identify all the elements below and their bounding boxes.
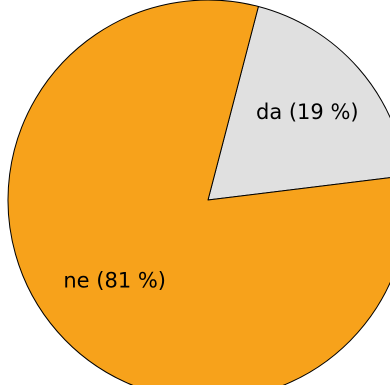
pie-labels: da (19 %) ne (81 %) xyxy=(63,100,358,293)
pie-slice-0 xyxy=(207,5,390,201)
pie-slice-1 xyxy=(7,0,390,385)
pie-slice-label-0: da (19 %) xyxy=(256,100,359,124)
pie-slice-label-1: ne (81 %) xyxy=(63,269,166,293)
pie-slices xyxy=(7,0,390,385)
